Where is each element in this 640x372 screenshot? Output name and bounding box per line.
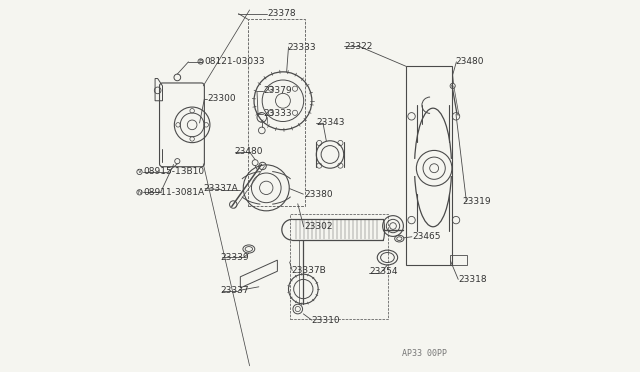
Text: 23337B: 23337B xyxy=(291,266,326,275)
Text: 23333: 23333 xyxy=(263,109,292,118)
Text: 23337: 23337 xyxy=(221,286,250,295)
Text: B: B xyxy=(198,59,203,64)
Text: 08911-3081A: 08911-3081A xyxy=(143,188,204,197)
Text: 23319: 23319 xyxy=(462,197,491,206)
Text: 23300: 23300 xyxy=(208,94,236,103)
Text: 08121-03033: 08121-03033 xyxy=(204,57,265,66)
Text: 23480: 23480 xyxy=(235,147,263,155)
Text: 23465: 23465 xyxy=(413,232,441,241)
Text: 23343: 23343 xyxy=(316,118,345,127)
Text: N: N xyxy=(138,190,141,195)
Bar xyxy=(451,255,467,264)
Text: 23339: 23339 xyxy=(221,253,250,262)
Text: V: V xyxy=(138,169,141,174)
Text: 23318: 23318 xyxy=(458,275,487,284)
Bar xyxy=(406,66,452,264)
Bar xyxy=(290,214,388,320)
Text: 23322: 23322 xyxy=(344,42,372,51)
Text: 23333: 23333 xyxy=(288,42,316,51)
Text: 23379: 23379 xyxy=(263,86,292,95)
Text: AP33 00PP: AP33 00PP xyxy=(401,349,447,358)
Text: 23354: 23354 xyxy=(369,267,397,276)
Text: 08915-13B10: 08915-13B10 xyxy=(143,167,204,176)
Bar xyxy=(248,19,305,206)
Text: 23302: 23302 xyxy=(305,221,333,231)
Text: 23310: 23310 xyxy=(312,316,340,325)
Text: 23480: 23480 xyxy=(455,57,484,66)
Text: 23380: 23380 xyxy=(305,190,333,199)
Text: 23337A: 23337A xyxy=(204,184,238,193)
Text: 23378: 23378 xyxy=(267,9,296,18)
